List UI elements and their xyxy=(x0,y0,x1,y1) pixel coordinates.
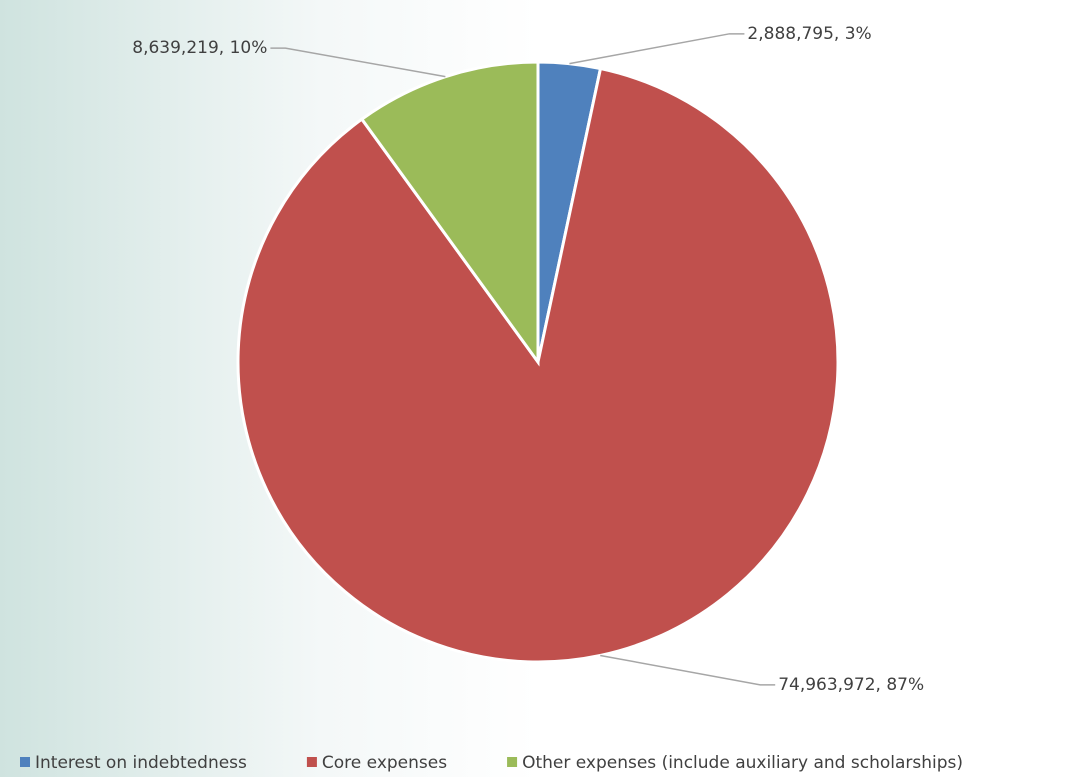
leader-line xyxy=(270,47,446,78)
leader-line xyxy=(569,33,745,65)
pie-slice xyxy=(236,66,840,664)
data-label: 8,639,219, 10% xyxy=(132,38,267,58)
plot-area: 2,888,795, 3% 74,963,972, 87% 8,639,219, 1… xyxy=(132,24,924,695)
legend-swatch xyxy=(20,757,30,767)
legend-label: Core expenses xyxy=(322,753,447,773)
legend-label: Interest on indebtedness xyxy=(35,753,247,773)
legend-label: Other expenses (include auxiliary and sc… xyxy=(522,753,963,773)
legend-swatch xyxy=(306,757,317,767)
data-label: 74,963,972, 87% xyxy=(778,675,924,695)
data-label: 2,888,795, 3% xyxy=(747,24,871,44)
leader-line xyxy=(600,654,776,686)
legend-swatch xyxy=(507,757,518,767)
legend: Interest on indebtedness Core expenses Oth… xyxy=(20,753,963,773)
